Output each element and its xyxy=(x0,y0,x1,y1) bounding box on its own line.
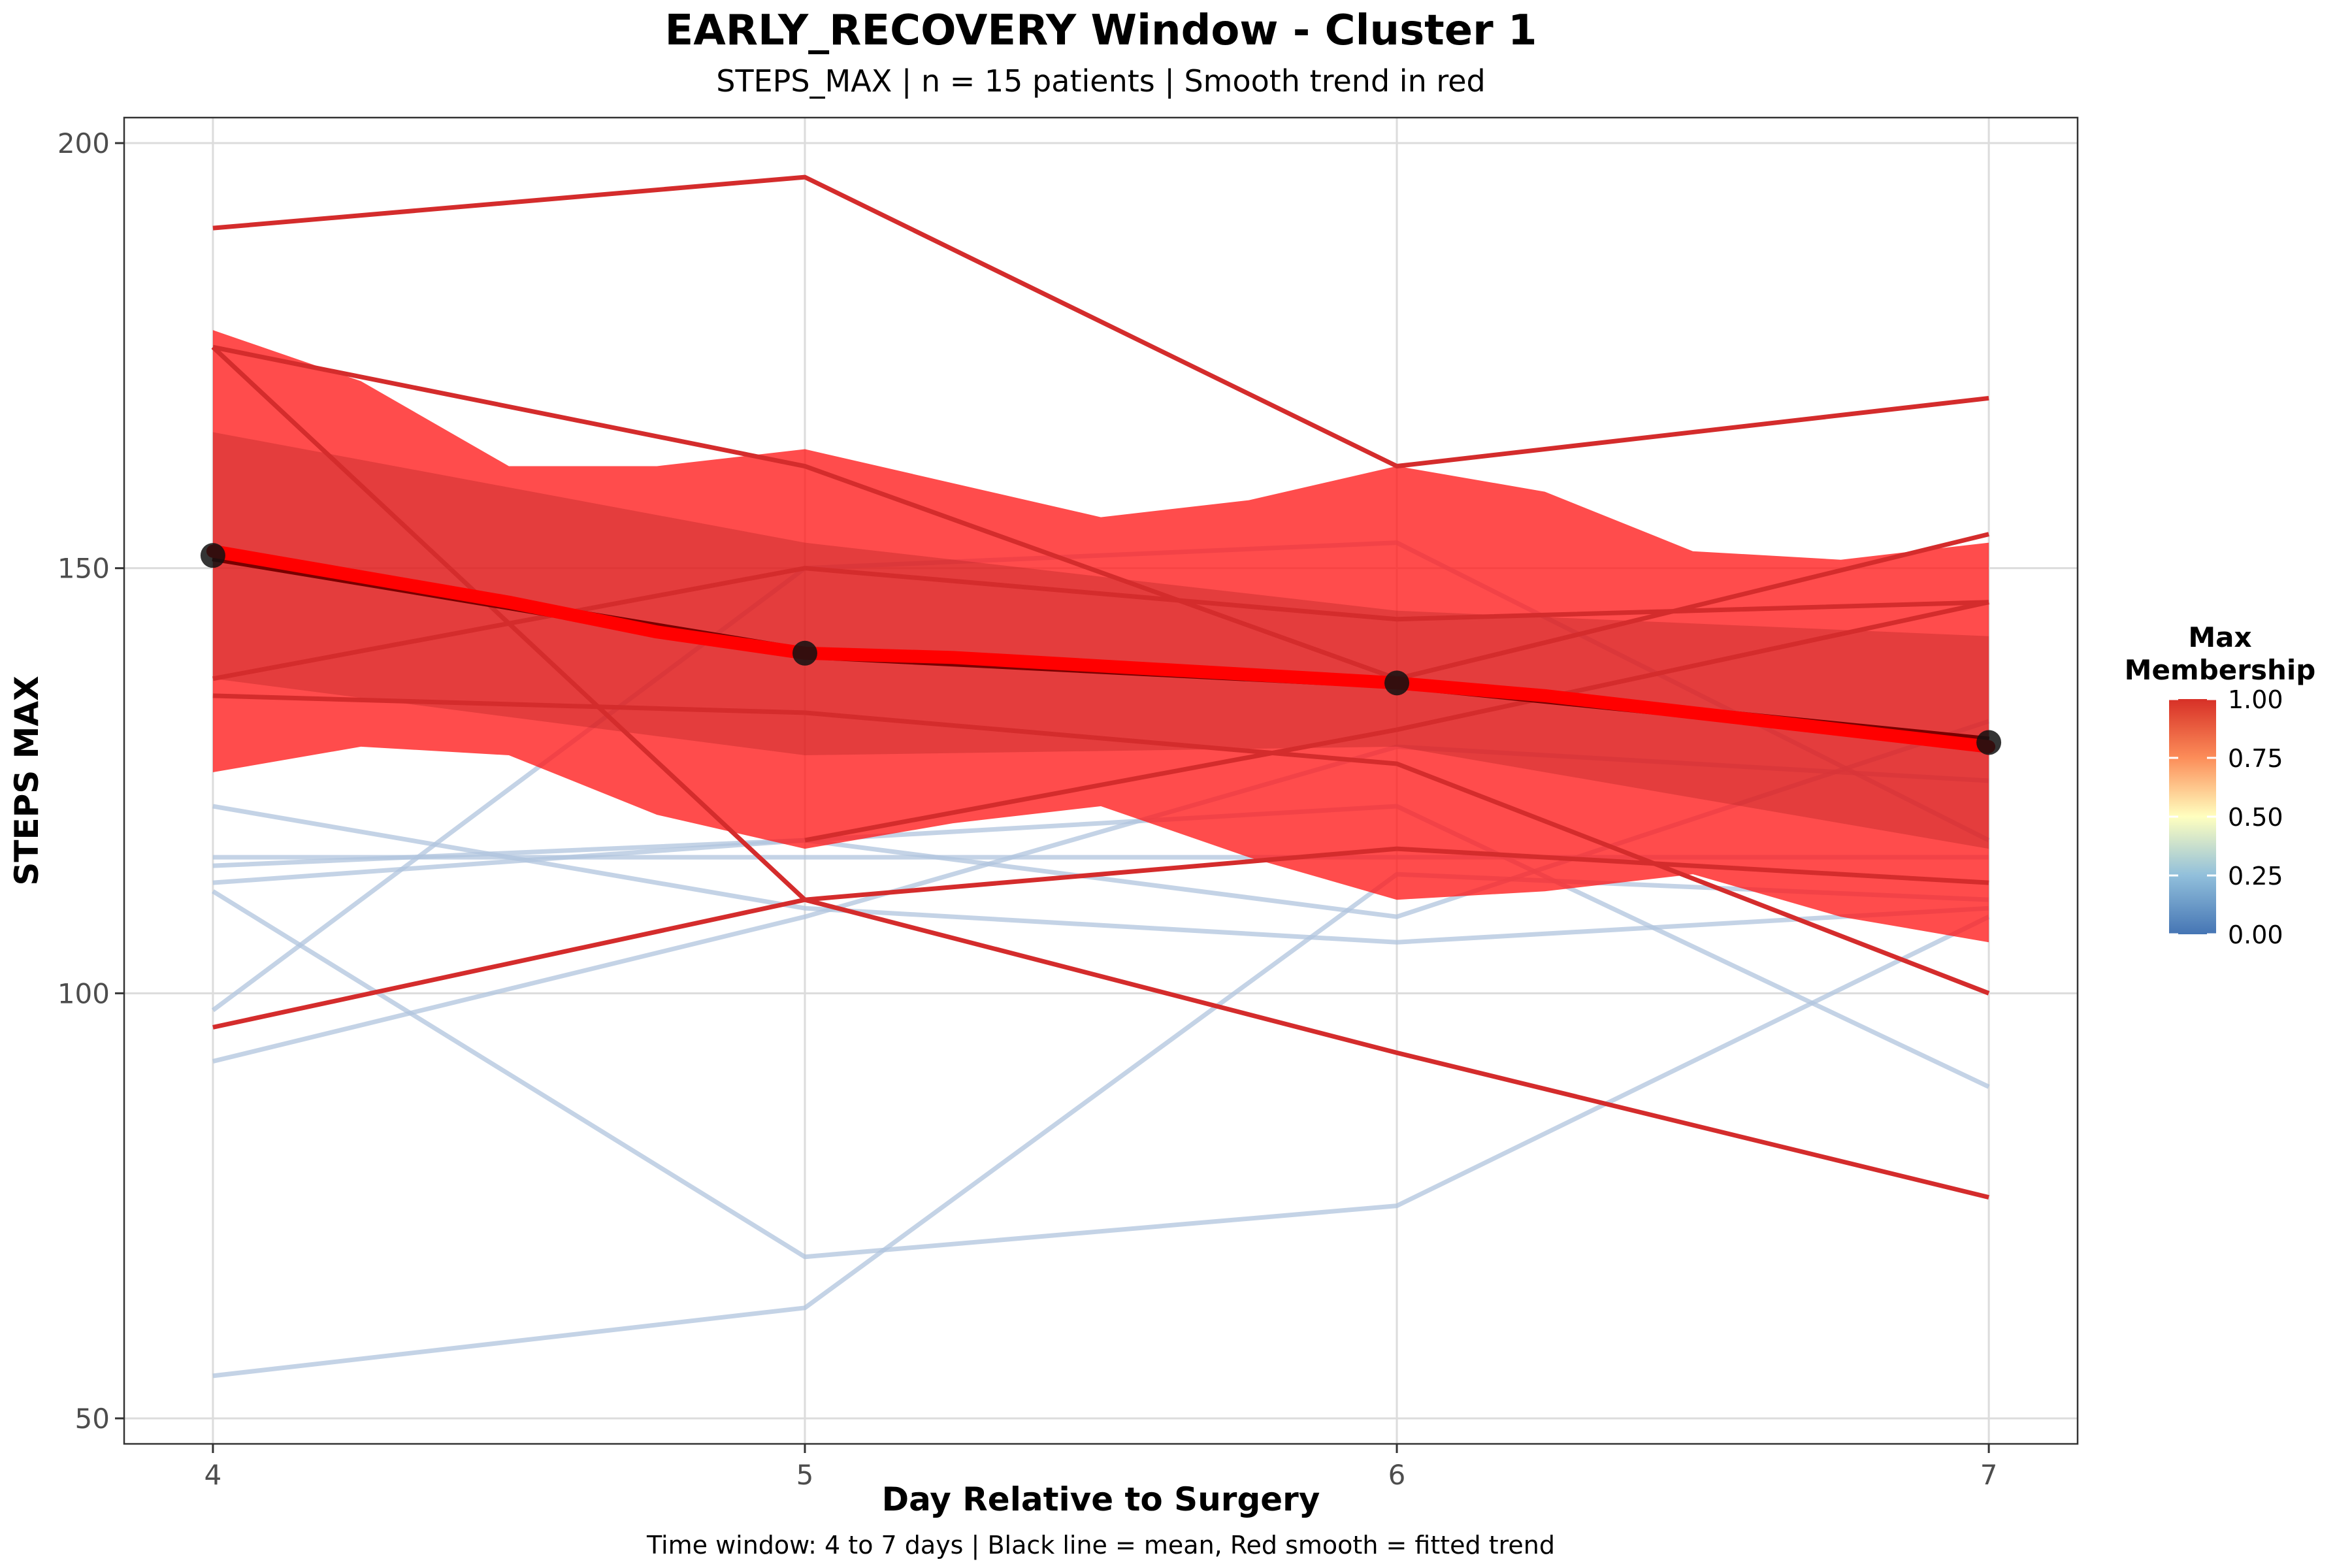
legend-tick-label: 0.00 xyxy=(2228,921,2283,949)
y-tick-label: 150 xyxy=(57,553,110,585)
legend-tick-label: 0.25 xyxy=(2228,862,2283,890)
x-axis-ticks: 4 5 6 7 xyxy=(204,1444,1998,1491)
patient-line-high xyxy=(804,600,1989,843)
x-tick-label: 6 xyxy=(1388,1459,1406,1491)
mean-point xyxy=(792,640,817,666)
mean-point xyxy=(1384,670,1410,696)
smooth-ribbon xyxy=(212,330,1989,943)
patient-line-low xyxy=(212,889,1990,1260)
legend-tick-label: 1.00 xyxy=(2228,685,2283,714)
patient-line-high xyxy=(212,344,1989,681)
y-tick-label: 200 xyxy=(57,127,110,159)
legend-title-line2: Membership xyxy=(2125,654,2316,686)
x-axis-label: Day Relative to Surgery xyxy=(882,1480,1320,1518)
y-axis-ticks: 50 100 150 200 xyxy=(57,127,124,1435)
mean-point xyxy=(1976,730,2002,755)
x-tick-label: 5 xyxy=(796,1459,814,1491)
patient-line-low xyxy=(212,872,1989,1379)
chart-subtitle: STEPS_MAX | n = 15 patients | Smooth tre… xyxy=(716,63,1486,99)
patient-line-high xyxy=(212,174,1989,469)
patient-line-high xyxy=(212,846,1989,1030)
y-tick-label: 50 xyxy=(75,1403,110,1435)
patient-line-low xyxy=(212,804,1990,1089)
y-tick-label: 100 xyxy=(57,977,110,1009)
smooth-trend-line xyxy=(206,544,1996,753)
x-tick-label: 4 xyxy=(204,1459,222,1491)
y-axis-label: STEPS MAX xyxy=(8,676,46,885)
legend: Max Membership 1.00 0.75 0.50 0.25 0.00 xyxy=(2125,621,2316,949)
plot-panel xyxy=(123,116,2079,1445)
patient-line-high xyxy=(212,566,1989,681)
patient-line-high xyxy=(212,693,1990,996)
inner-ribbon xyxy=(212,432,1989,849)
legend-tick-label: 0.50 xyxy=(2228,803,2283,832)
chart-title: EARLY_RECOVERY Window - Cluster 1 xyxy=(664,7,1537,55)
chart-caption: Time window: 4 to 7 days | Black line = … xyxy=(646,1531,1555,1560)
legend-tick-label: 0.75 xyxy=(2228,744,2283,773)
mean-point xyxy=(200,543,225,568)
legend-title-line1: Max xyxy=(2188,621,2251,653)
x-tick-label: 7 xyxy=(1980,1459,1998,1491)
